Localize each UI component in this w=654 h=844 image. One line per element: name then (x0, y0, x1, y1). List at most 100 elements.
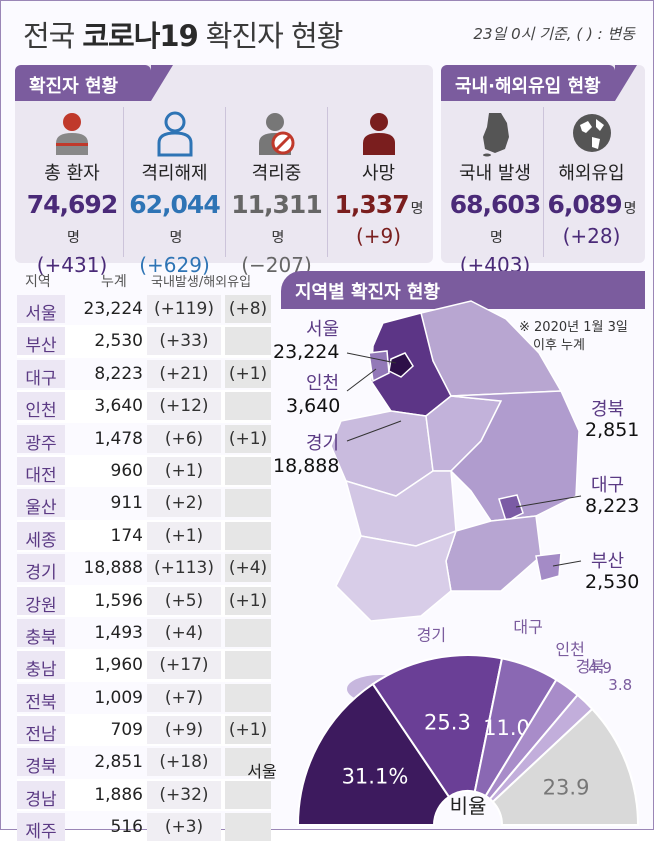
pie-slice-1 (371, 654, 504, 799)
map-label-gyeonggi-value: 18,888 (273, 455, 340, 477)
pie-name-label: 인천 (555, 640, 584, 659)
cell-total: 8,223 (94, 363, 143, 384)
pie-slice-0 (296, 682, 451, 826)
cell-imported (225, 456, 271, 485)
cell-total: 18,888 (83, 558, 143, 579)
cell-total: 1,493 (94, 622, 143, 643)
cell-total: 1,009 (94, 687, 143, 708)
stat-label: 총 환자 (44, 163, 100, 184)
pie-value-label: 23.9 (543, 775, 590, 799)
cell-domestic: (+2) (147, 489, 221, 518)
leader-daegu (515, 495, 582, 508)
cell-region: 울산 (17, 489, 65, 518)
total-patient-icon (56, 113, 88, 155)
cell-domestic: (+6) (147, 424, 221, 453)
stat-label: 사망 (361, 163, 396, 184)
cell-imported (225, 521, 271, 550)
pie-value-label: 31.1% (342, 765, 409, 789)
cell-region: 경북 (17, 748, 65, 777)
stat-change: (+9) (355, 224, 402, 248)
map-label-busan-value: 2,530 (585, 571, 640, 593)
map-daegu (498, 494, 524, 523)
table-row: 충북 1,493 (+4) (17, 617, 271, 649)
map-label-busan-name: 부산 (591, 551, 625, 572)
cell-domestic: (+18) (147, 748, 221, 777)
table-row: 부산 2,530 (+33) (17, 325, 271, 358)
pie-value-label: 3.8 (608, 676, 632, 694)
map-gyeongnam (445, 515, 542, 592)
map-label-incheon-name: 인천 (306, 373, 340, 394)
header-total: 누계 (101, 274, 127, 290)
cell-imported: (+1) (225, 359, 271, 388)
cell-total: 2,851 (94, 752, 143, 773)
table-row: 전북 1,009 (+7) (17, 682, 271, 714)
table-row: 서울 23,224 (+119) (+8) (17, 293, 271, 325)
cell-region: 경남 (17, 780, 65, 810)
stat-label: 해외유입 (558, 163, 625, 184)
cell-region: 서울 (17, 295, 65, 324)
cell-region: 충남 (17, 651, 65, 680)
table-row: 경기 18,888 (+113) (+4) (17, 552, 271, 584)
cell-total: 911 (110, 493, 143, 514)
cell-region: 충북 (17, 618, 65, 648)
isolated-person-icon (258, 113, 294, 155)
stat-label: 국내 발생 (459, 163, 531, 184)
stat-label: 격리해제 (141, 163, 208, 184)
map-label-daegu-value: 8,223 (585, 495, 640, 517)
cell-region: 전남 (17, 716, 65, 745)
cell-total: 1,478 (94, 428, 143, 449)
korea-map-icon (483, 113, 509, 157)
confirmed-panel-heading: 확진자 현황 (15, 65, 173, 101)
stat-change: (+629) (139, 253, 210, 277)
table-row: 울산 911 (+2) (17, 487, 271, 519)
released-person-icon (157, 111, 192, 157)
cell-domestic: (+7) (147, 683, 221, 712)
cell-domestic: (+12) (147, 392, 221, 421)
map-label-seoul-value: 23,224 (273, 341, 340, 363)
cell-imported: (+1) (225, 424, 271, 453)
cell-total: 23,224 (83, 299, 143, 319)
cell-region: 전북 (17, 683, 65, 713)
map-note: ※ 2020년 1월 3일 이후 누계 (519, 320, 628, 353)
cell-total: 3,640 (94, 396, 143, 417)
stat-label: 격리중 (251, 163, 302, 184)
cell-imported (225, 618, 271, 647)
header-region: 지역 (25, 274, 51, 290)
stat-value: 68,603명 (449, 190, 541, 246)
cell-domestic: (+33) (147, 327, 221, 356)
pie-name-label: 대구 (513, 617, 542, 636)
table-row: 전남 709 (+9) (+1) (17, 714, 271, 747)
cell-imported (225, 748, 271, 777)
cell-imported (225, 651, 271, 680)
cell-region: 경기 (17, 554, 65, 583)
cell-region: 대전 (17, 456, 65, 486)
map-label-daegu-name: 대구 (591, 475, 625, 496)
pie-value-label: 25.3 (424, 711, 471, 735)
region-table: 지역 누계 국내발생/해외유입 서울 23,224 (+119) (+8) 부산 2,53… (17, 269, 271, 844)
map-label-incheon-value: 3,640 (286, 395, 341, 417)
cell-total: 1,596 (94, 590, 143, 611)
death-person-icon (362, 113, 395, 155)
table-row: 충남 1,960 (+17) (17, 649, 271, 682)
origin-panel-heading: 국내·해외유입 현황 (441, 65, 637, 101)
cell-imported: (+8) (225, 295, 271, 323)
cell-domestic: (+17) (147, 651, 221, 680)
cell-domestic: (+5) (147, 586, 221, 615)
cell-region: 광주 (17, 424, 65, 454)
pie-name-label: 서울 (247, 762, 276, 781)
leader-gyeonggi (346, 420, 402, 442)
header-breakdown: 국내발생/해외유입 (151, 275, 252, 290)
pie-name-label: 경기 (417, 626, 446, 645)
cell-domestic: (+1) (147, 456, 221, 485)
cell-total: 1,886 (94, 784, 143, 805)
map-heading: 지역별 확진자 현황 (281, 271, 645, 309)
table-row: 경북 2,851 (+18) (17, 746, 271, 778)
cell-imported: (+1) (225, 586, 271, 615)
cell-imported (225, 392, 271, 421)
pie-name-label: 경북 (576, 657, 605, 676)
stat-panel_confirmed-1: 격리해제 62,044명 (+629) (123, 107, 225, 277)
cell-imported (225, 780, 271, 809)
cell-domestic: (+1) (147, 521, 221, 550)
